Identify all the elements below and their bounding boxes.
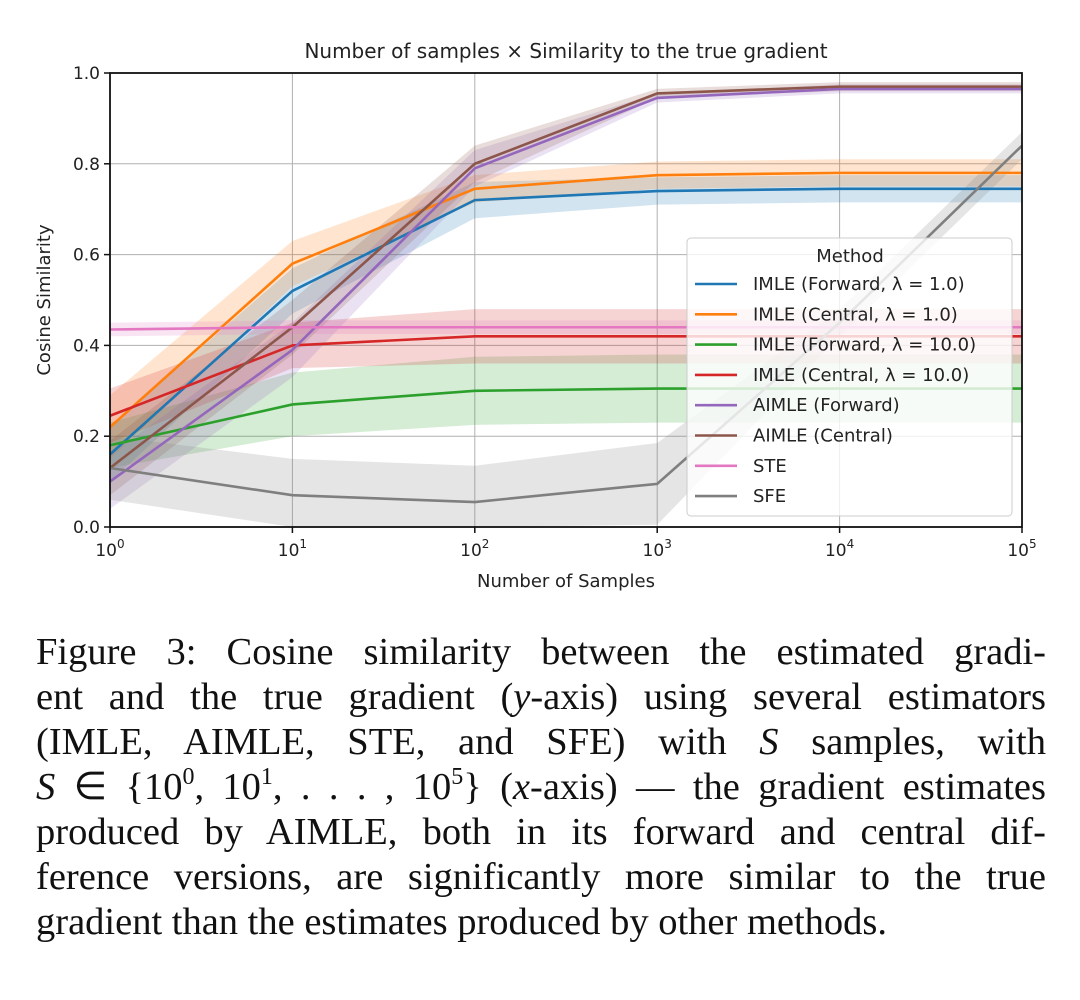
confidence-band [110,159,1022,459]
caption-text: Figure 3: Cosine similarity between the … [36,631,1046,673]
caption-line: ference versions, are significantly more… [36,855,1046,900]
legend-label: IMLE (Forward, λ = 1.0) [753,274,965,295]
series-line [109,171,1022,429]
y-tick-label: 0.6 [73,246,100,266]
caption-line: produced by AIMLE, both in its forward a… [36,810,1046,855]
confidence-band [110,175,1022,482]
caption-text: S [759,721,779,763]
caption-text: x [512,766,531,808]
legend-label: SFE [753,486,786,507]
caption-text: 5 [451,764,464,790]
caption-text: (IMLE, AIMLE, STE, and SFE) with [36,721,760,763]
caption-text: 1 [260,764,273,790]
legend-label: IMLE (Central, λ = 1.0) [753,304,958,325]
series-line [109,187,1022,456]
caption-text: S [36,766,56,808]
plot-frame [109,72,1023,528]
legend-label: AIMLE (Forward) [753,395,900,416]
caption-text: samples, with [778,721,1046,763]
caption-text: ent and the true gradient ( [36,676,514,718]
caption-text: 0 [182,764,195,790]
caption-text: gradient than the estimates produced by … [36,901,888,943]
x-tick-label: 103 [643,537,672,561]
caption-text: -axis) using several estimators [530,676,1046,718]
caption-text: produced by AIMLE, both in its forward a… [36,811,1046,853]
caption-text: y [513,676,531,718]
caption-line: S ∈ {100, 101, . . . , 105} (x-axis) — t… [36,765,1046,810]
x-tick-label: 105 [1007,537,1036,561]
caption-line: Figure 3: Cosine similarity between the … [36,630,1046,675]
caption-line: (IMLE, AIMLE, STE, and SFE) with S sampl… [36,720,1046,765]
legend-title: Method [816,246,884,267]
caption-text: ference versions, are significantly more… [36,856,1046,898]
y-axis-label: Cosine Similarity [34,224,55,376]
caption-line: gradient than the estimates produced by … [36,900,1046,945]
legend-label: IMLE (Forward, λ = 10.0) [753,335,976,356]
caption-text: , . . . , 10 [272,766,452,808]
figure-caption: Figure 3: Cosine similarity between the … [36,630,1046,945]
caption-text: } ( [463,766,513,808]
x-tick-label: 104 [825,537,854,561]
caption-text: -axis) — the gradient estimates [530,766,1046,808]
series-line [109,87,1022,483]
y-tick-label: 0.4 [73,336,100,356]
y-tick-label: 0.2 [73,427,100,447]
x-tick-label: 102 [460,537,489,561]
series-line [109,85,1022,470]
chart-title: Number of samples × Similarity to the tr… [304,39,827,63]
caption-text: ∈ {10 [55,766,183,808]
y-tick-label: 1.0 [73,64,100,84]
legend: Method IMLE (Forward, λ = 1.0) IMLE (Centr… [686,237,1013,517]
y-tick-label: 0.8 [73,155,100,175]
legend-label: AIMLE (Central) [753,426,893,447]
legend-label: STE [753,456,787,477]
caption-line: ent and the true gradient (y-axis) using… [36,675,1046,720]
caption-text: , 10 [194,766,261,808]
x-axis-label: Number of Samples [477,571,655,592]
x-tick-label: 101 [278,537,307,561]
legend-box [686,237,1013,517]
y-tick-label: 0.0 [73,518,100,538]
cosine-similarity-chart: 100 101 102 103 104 105 0.0 0.2 0.4 0.6 0.8 1.0 Numb… [34,39,1037,592]
x-tick-label: 100 [95,537,124,561]
legend-label: IMLE (Central, λ = 10.0) [753,365,969,386]
